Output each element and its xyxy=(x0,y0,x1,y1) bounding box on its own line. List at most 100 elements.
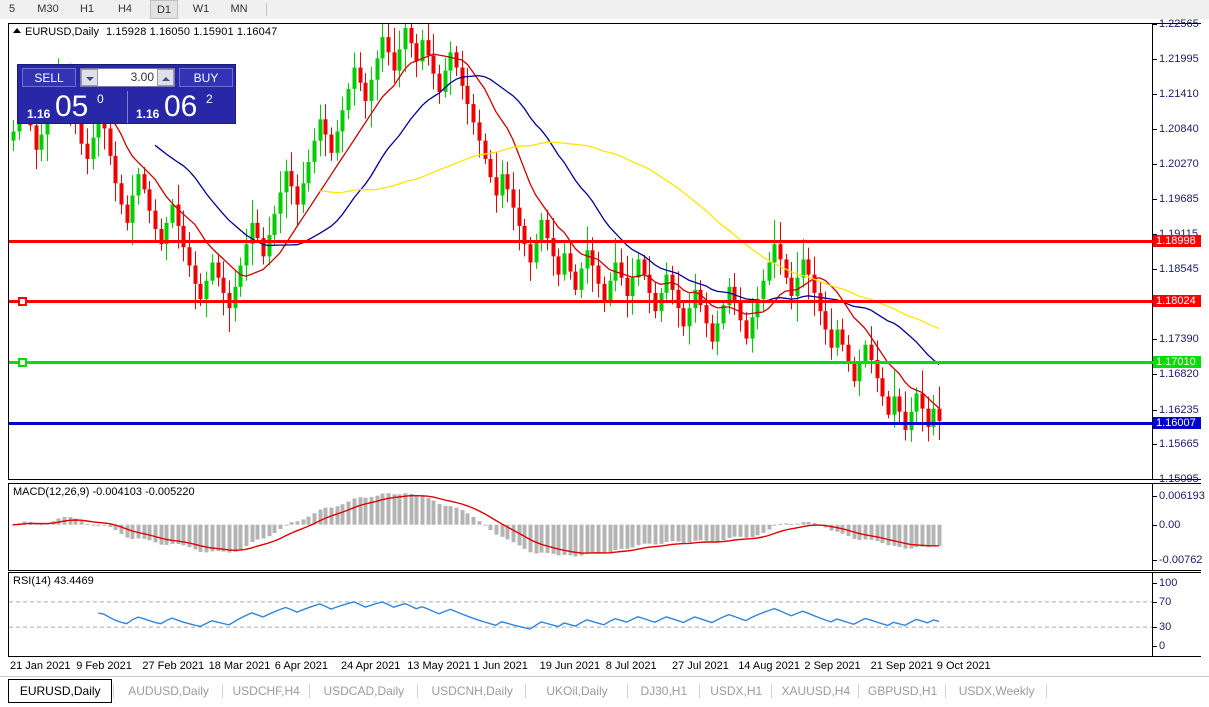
candle-body xyxy=(454,52,459,68)
candle-body xyxy=(409,27,414,44)
timeframe-w1[interactable]: W1 xyxy=(192,3,210,15)
candle-body xyxy=(375,58,380,80)
macd-histogram-bar xyxy=(187,524,192,548)
timeframe-5[interactable]: 5 xyxy=(8,3,16,15)
sell-button[interactable]: SELL xyxy=(22,68,76,87)
chart-tab-ukoil-daily[interactable]: UKOil,Daily xyxy=(546,684,608,698)
date-tick-label: 24 Apr 2021 xyxy=(341,660,401,672)
timeframe-d1[interactable]: D1 xyxy=(150,0,178,19)
macd-histogram-bar xyxy=(96,524,101,526)
price-tick xyxy=(1153,199,1157,201)
candle-body xyxy=(750,317,755,339)
level-handle-resistance-lower[interactable] xyxy=(18,296,27,306)
volume-increment-button[interactable] xyxy=(157,69,174,86)
price-axis[interactable]: 1.22565 1.21995 1.21410 1.20840 1.20270 1.196… xyxy=(1153,19,1201,485)
candle-body xyxy=(676,289,681,309)
chart-tab-usdcad-daily[interactable]: USDCAD,Daily xyxy=(323,684,405,698)
macd-histogram-bar xyxy=(647,524,652,544)
date-tick-label: 18 Mar 2021 xyxy=(208,660,271,672)
price-chart-pane[interactable]: 1.22565 1.21995 1.21410 1.20840 1.20270 1.196… xyxy=(8,19,1201,485)
macd-pane[interactable]: MACD(12,26,9) -0.004103 -0.005220 0.0061… xyxy=(8,483,1205,571)
level-handle-support-green[interactable] xyxy=(18,358,27,368)
candle-body xyxy=(545,219,550,239)
candle-body xyxy=(823,311,828,330)
one-click-trading-panel[interactable]: SELL 3.00 BUY 1.16 05 0 1.16 06 xyxy=(17,64,236,124)
macd-histogram-bar xyxy=(556,524,561,556)
level-line-support-green[interactable] xyxy=(9,361,1155,365)
price-badge[interactable]: 1.18024 xyxy=(1153,294,1201,307)
timeframe-mn[interactable]: MN xyxy=(230,3,248,15)
sell-quote[interactable]: 1.16 05 0 xyxy=(19,90,127,124)
date-tick-label: 21 Jan 2021 xyxy=(10,660,71,672)
level-line-current-price-blue[interactable] xyxy=(9,422,1155,426)
macd-histogram-bar xyxy=(681,524,686,543)
chart-tab-eurusd-daily[interactable]: EURUSD,Daily xyxy=(8,679,113,703)
macd-signal-line xyxy=(12,495,939,554)
macd-histogram-bar xyxy=(795,523,800,525)
macd-histogram-bar xyxy=(335,506,340,525)
macd-histogram-bar xyxy=(352,498,357,525)
price-tick xyxy=(1153,129,1157,131)
chart-tab-gbpusd-h1[interactable]: GBPUSD,H1 xyxy=(867,684,938,698)
chart-tab-usdchf-h4[interactable]: USDCHF,H4 xyxy=(232,684,300,698)
macd-histogram-bar xyxy=(278,524,283,530)
date-tick-label: 2 Sep 2021 xyxy=(804,660,861,672)
volume-input[interactable]: 3.00 xyxy=(80,68,175,87)
candle-body xyxy=(306,161,311,184)
macd-histogram-bar xyxy=(448,506,453,525)
macd-histogram-bar xyxy=(715,524,720,542)
rsi-pane[interactable]: RSI(14) 43.4469 100 70 30 0 xyxy=(8,572,1201,657)
macd-histogram-bar xyxy=(443,505,448,525)
buy-button[interactable]: BUY xyxy=(179,68,233,87)
price-badge[interactable]: 1.16007 xyxy=(1153,417,1201,430)
macd-histogram-bar xyxy=(130,524,135,539)
candle-body xyxy=(250,222,255,245)
date-axis[interactable]: 21 Jan 2021 9 Feb 2021 27 Feb 2021 18 Mar 2… xyxy=(8,658,1201,676)
candle-body xyxy=(255,222,260,239)
buy-price-fraction: 2 xyxy=(206,92,213,106)
macd-histogram-bar xyxy=(261,524,266,539)
candle-body xyxy=(642,259,647,275)
candle-body xyxy=(403,27,408,50)
level-line-resistance-upper[interactable] xyxy=(9,240,1155,244)
macd-histogram-bar xyxy=(216,524,221,552)
macd-histogram-bar xyxy=(579,524,584,556)
candle-body xyxy=(181,225,186,248)
macd-histogram-bar xyxy=(306,516,311,525)
chart-region: 1.22565 1.21995 1.21410 1.20840 1.20270 1.196… xyxy=(0,19,1209,676)
macd-histogram-bar xyxy=(465,513,470,525)
candle-body xyxy=(806,259,811,275)
chart-tab-usdx-weekly[interactable]: USDX,Weekly xyxy=(958,684,1035,698)
macd-histogram-bar xyxy=(698,524,703,541)
macd-histogram-bar xyxy=(562,524,567,555)
timeframe-h1[interactable]: H1 xyxy=(79,3,95,15)
candle-body xyxy=(136,174,141,196)
chart-tab-usdx-h1[interactable]: USDX,H1 xyxy=(710,684,763,698)
collapse-triangle-icon[interactable] xyxy=(13,28,21,33)
chart-tab-dj30-h1[interactable]: DJ30,H1 xyxy=(640,684,688,698)
macd-histogram-bar xyxy=(670,524,675,542)
candle-body xyxy=(85,143,90,159)
chart-tab-audusd-daily[interactable]: AUDUSD,Daily xyxy=(128,684,209,698)
level-line-resistance-lower[interactable] xyxy=(9,299,1155,303)
timeframe-h4[interactable]: H4 xyxy=(117,3,133,15)
macd-histogram-bar xyxy=(295,521,300,525)
price-badge[interactable]: 1.17010 xyxy=(1153,356,1201,369)
macd-histogram-bar xyxy=(625,524,630,549)
price-badge[interactable]: 1.18998 xyxy=(1153,235,1201,248)
volume-decrement-button[interactable] xyxy=(81,69,98,86)
chevron-up-icon xyxy=(162,77,170,81)
candle-body xyxy=(380,37,385,59)
chart-tab-xauusd-h4[interactable]: XAUUSD,H4 xyxy=(781,684,851,698)
buy-quote[interactable]: 1.16 06 2 xyxy=(128,90,236,124)
timeframe-m30[interactable]: M30 xyxy=(37,3,59,15)
macd-histogram-bar xyxy=(659,524,664,544)
chart-tab-usdcnh-daily[interactable]: USDCNH,Daily xyxy=(431,684,513,698)
macd-histogram-bar xyxy=(437,504,442,525)
candle-body xyxy=(505,174,510,190)
candle-body xyxy=(318,119,323,141)
volume-value: 3.00 xyxy=(130,70,154,84)
candle-body xyxy=(443,70,448,92)
candle-body xyxy=(721,305,726,324)
macd-histogram-bar xyxy=(312,513,317,525)
